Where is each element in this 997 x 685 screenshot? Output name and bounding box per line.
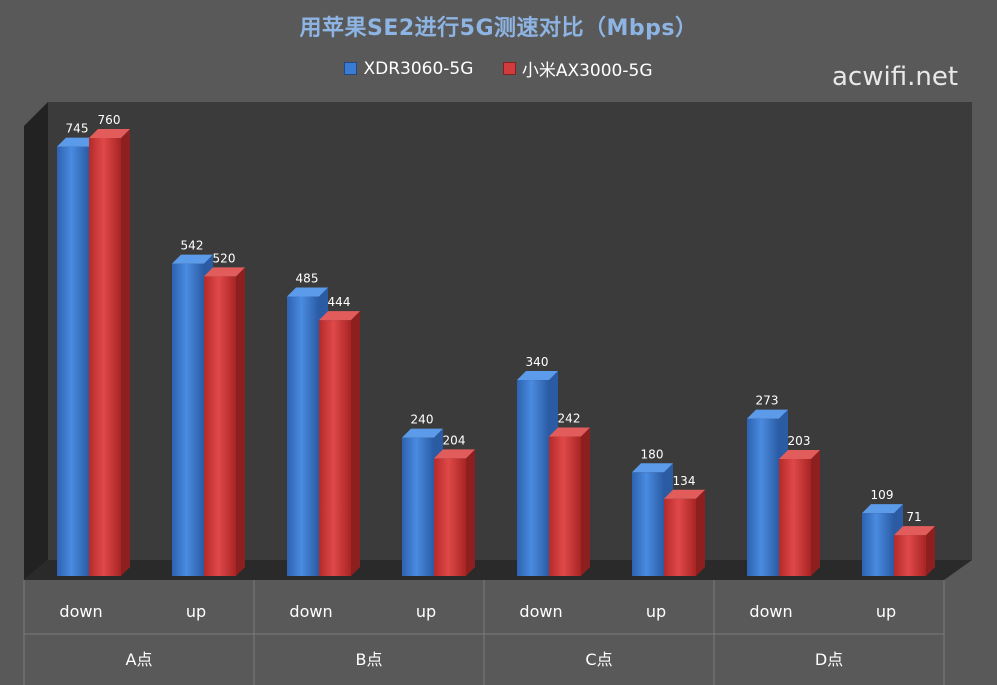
category-label-3: up: [416, 602, 436, 621]
bar-top-xiaomi-1: [204, 267, 245, 277]
bar-xdr-3: [402, 437, 434, 576]
side-wall: [24, 102, 48, 580]
category-label-1: up: [186, 602, 206, 621]
bar-side-xiaomi-0: [121, 129, 130, 576]
category-label-6: down: [749, 602, 792, 621]
value-label-xiaomi-0: 760: [98, 113, 121, 127]
bar-xdr-6: [747, 418, 779, 576]
group-label-2: C点: [585, 650, 612, 669]
back-wall: [48, 102, 972, 560]
value-label-xdr-4: 340: [526, 355, 549, 369]
bar-xdr-2: [287, 296, 319, 576]
bar-xiaomi-6: [779, 459, 811, 576]
legend-label-xiaomi: 小米AX3000-5G: [521, 61, 653, 81]
value-label-xdr-3: 240: [411, 413, 434, 427]
bar-xiaomi-2: [319, 320, 351, 576]
value-label-xdr-6: 273: [756, 394, 779, 408]
bar-xiaomi-0: [89, 138, 121, 576]
group-label-3: D点: [815, 650, 843, 669]
value-label-xiaomi-3: 204: [443, 433, 466, 447]
category-axis: [23, 580, 945, 685]
floor: [24, 560, 972, 580]
value-label-xdr-5: 180: [641, 447, 664, 461]
bar-xdr-5: [632, 472, 664, 576]
bar-xdr-4: [517, 380, 549, 576]
category-label-5: up: [646, 602, 666, 621]
bar-side-xiaomi-5: [696, 489, 705, 576]
bar-top-xiaomi-2: [319, 311, 360, 321]
bar-xiaomi-1: [204, 276, 236, 576]
bar-xiaomi-5: [664, 498, 696, 576]
bar-top-xdr-3: [402, 428, 443, 438]
bar-top-xdr-1: [172, 254, 213, 264]
bar-top-xiaomi-7: [894, 526, 935, 536]
bar-top-xdr-2: [287, 287, 328, 297]
bar-side-xiaomi-4: [581, 427, 590, 576]
bar-side-xiaomi-1: [236, 267, 245, 576]
bar-side-xiaomi-6: [811, 450, 820, 576]
bar-top-xiaomi-3: [434, 449, 475, 459]
legend-swatch-xiaomi: [502, 62, 516, 75]
category-label-4: down: [519, 602, 562, 621]
legend-swatch-xdr: [344, 62, 358, 75]
bar-xiaomi-4: [549, 436, 581, 576]
bar-side-xiaomi-7: [926, 526, 935, 576]
bar-top-xdr-0: [57, 137, 98, 147]
category-label-2: down: [289, 602, 332, 621]
value-label-xdr-0: 745: [66, 122, 89, 136]
value-label-xdr-7: 109: [871, 488, 894, 502]
group-label-1: B点: [356, 650, 383, 669]
bar-xiaomi-7: [894, 535, 926, 576]
bar-xiaomi-3: [434, 458, 466, 576]
value-label-xiaomi-7: 71: [906, 510, 921, 524]
bar-top-xiaomi-6: [779, 450, 820, 460]
value-label-xiaomi-1: 520: [213, 251, 236, 265]
bar-top-xiaomi-0: [89, 129, 130, 138]
legend-label-xdr: XDR3060-5G: [363, 58, 474, 79]
category-label-0: down: [59, 602, 102, 621]
value-label-xiaomi-2: 444: [328, 295, 351, 309]
legend: XDR3060-5G 小米AX3000-5G: [0, 56, 997, 81]
legend-item-xiaomi: 小米AX3000-5G: [502, 56, 653, 81]
value-label-xiaomi-5: 134: [673, 474, 696, 488]
bar-side-xiaomi-2: [351, 311, 360, 576]
bar-top-xdr-5: [632, 463, 673, 473]
bar-top-xdr-6: [747, 409, 788, 419]
bar-xdr-0: [57, 146, 89, 577]
legend-item-xdr: XDR3060-5G: [344, 59, 473, 79]
bar-top-xdr-7: [862, 504, 903, 514]
value-label-xdr-1: 542: [181, 239, 204, 253]
group-label-0: A点: [126, 650, 153, 669]
bar-side-xiaomi-3: [466, 449, 475, 576]
bar-top-xdr-4: [517, 371, 558, 381]
category-label-7: up: [876, 602, 896, 621]
bar-xdr-7: [862, 513, 894, 576]
bar-xdr-1: [172, 263, 204, 576]
value-label-xdr-2: 485: [296, 271, 319, 285]
watermark: acwifi.net: [832, 62, 959, 92]
bar-top-xiaomi-4: [549, 427, 590, 437]
chart-title: 用苹果SE2进行5G测速对比（Mbps）: [299, 16, 698, 41]
value-label-xiaomi-6: 203: [788, 434, 811, 448]
value-label-xiaomi-4: 242: [558, 412, 581, 426]
bar-top-xiaomi-5: [664, 489, 705, 499]
